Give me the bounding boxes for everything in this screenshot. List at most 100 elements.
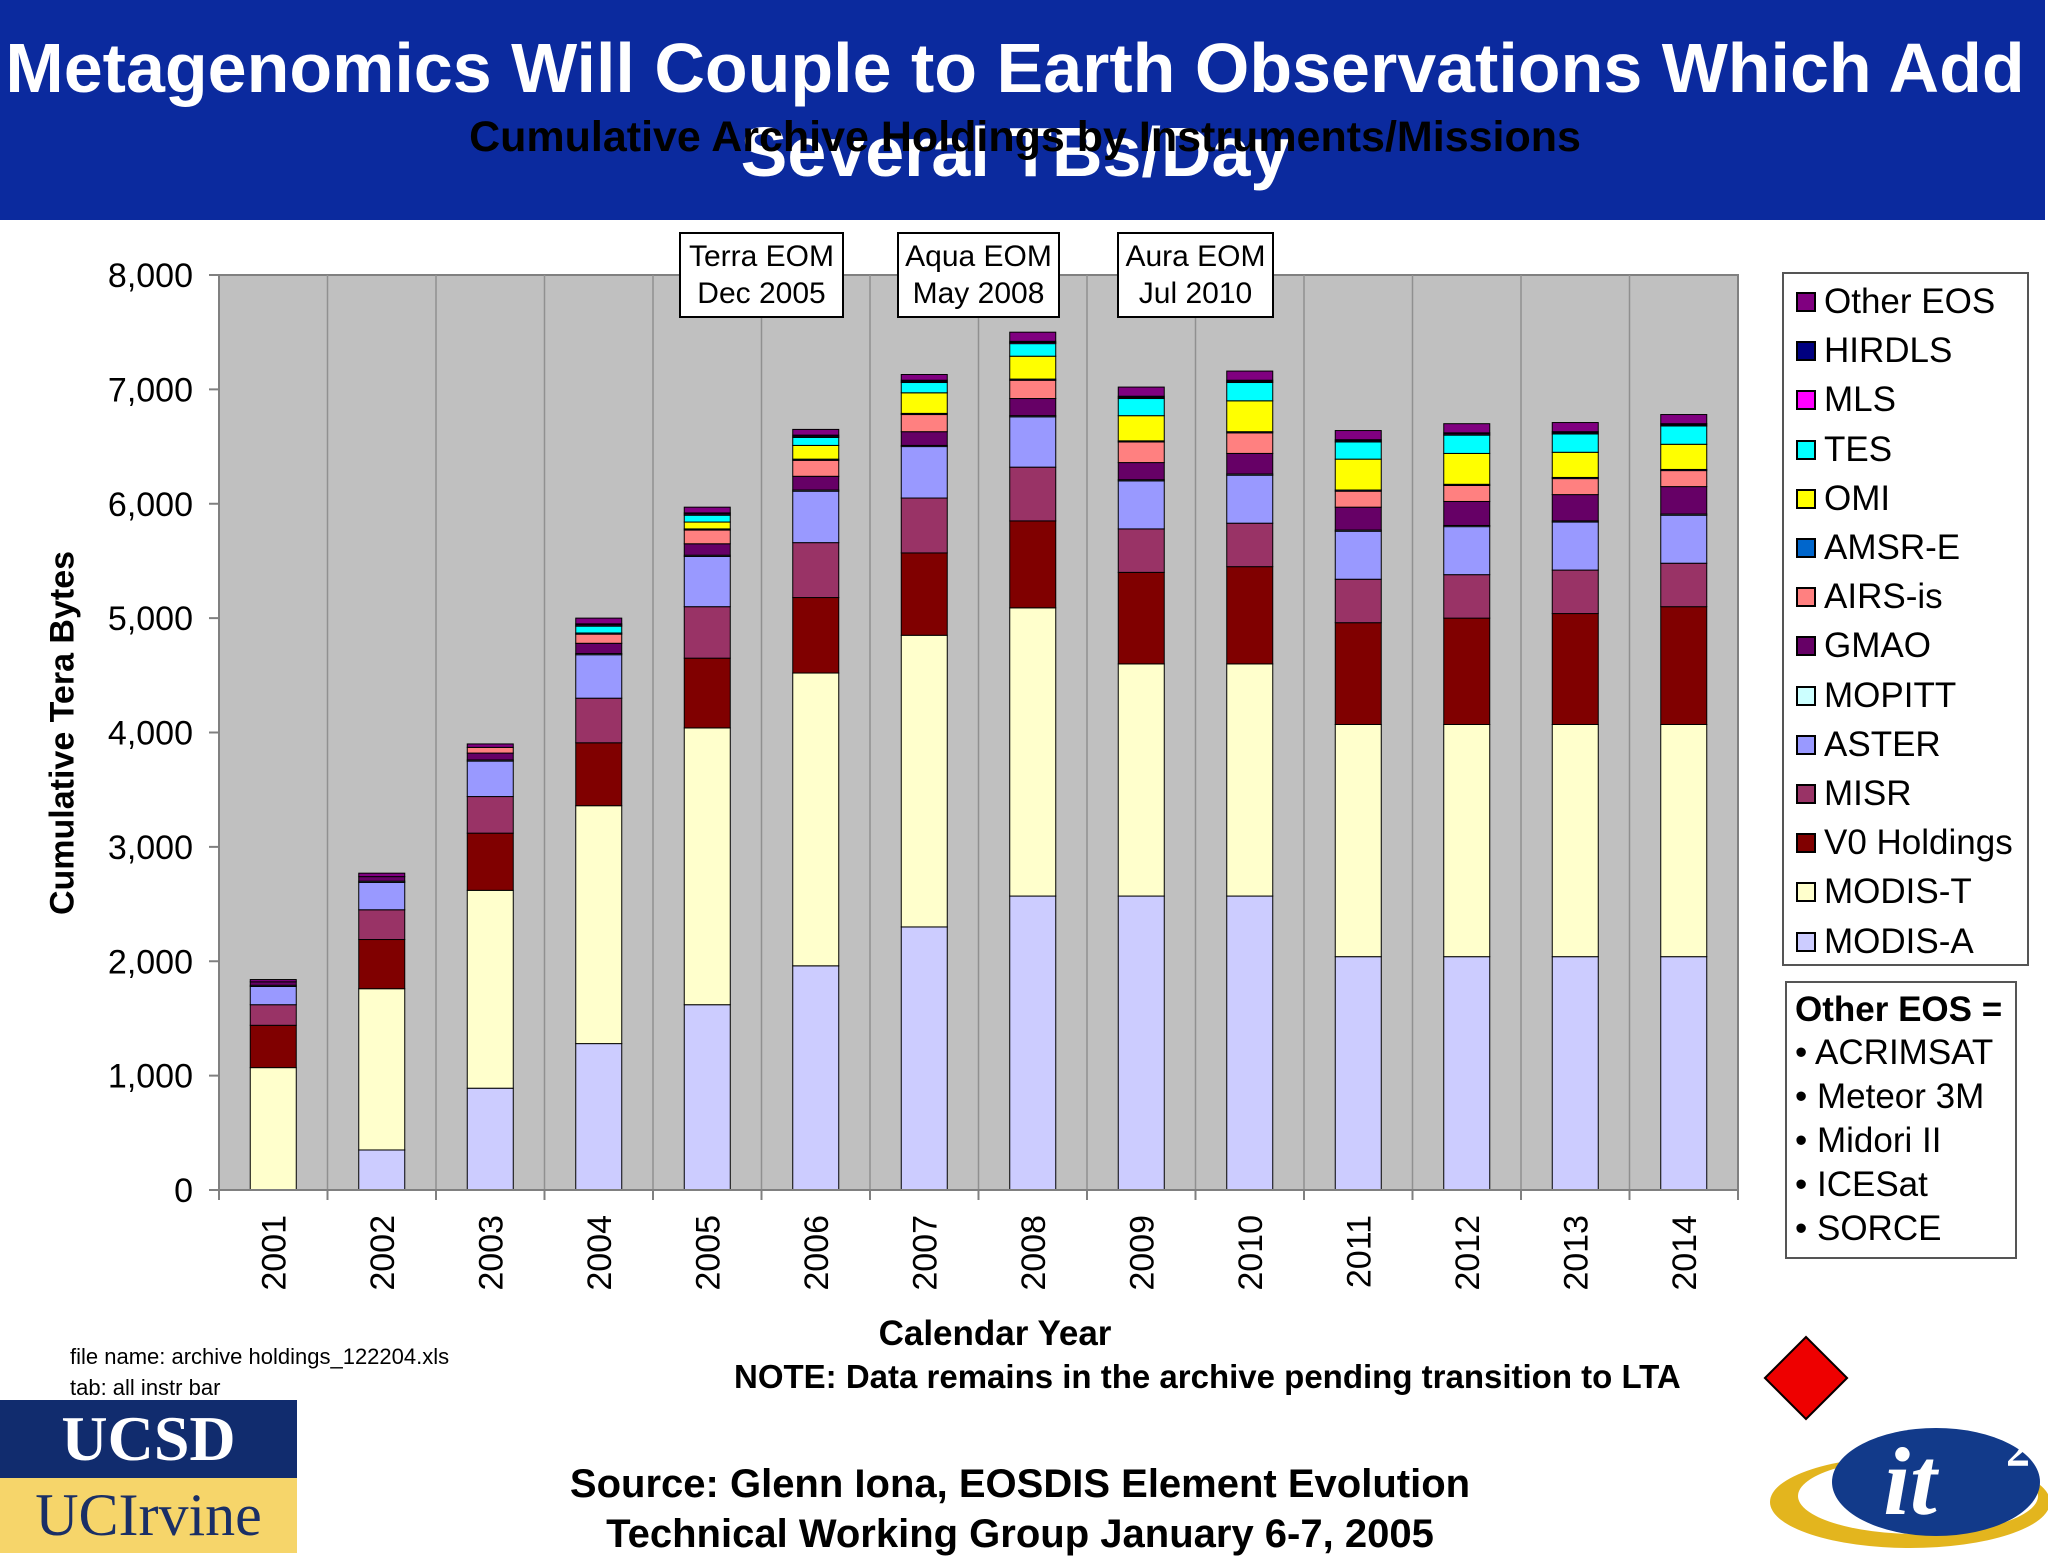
bar-segment — [249, 1024, 297, 1069]
legend-item: MISR — [1796, 774, 1912, 814]
bar-segment — [792, 459, 840, 477]
bar-segment — [1117, 462, 1165, 481]
bar-segment — [900, 634, 948, 928]
legend-swatch — [1796, 685, 1816, 706]
y-axis-label: Cumulative Tera Bytes — [43, 550, 82, 916]
y-tick-label: 5,000 — [108, 600, 193, 638]
source-line2: Technical Working Group January 6-7, 200… — [606, 1512, 1434, 1556]
legend-label: GMAO — [1824, 626, 1931, 666]
y-tick-label: 2,000 — [108, 943, 193, 981]
bar-segment — [358, 876, 406, 882]
grid-lines — [326, 275, 1631, 1190]
bar-segment — [1660, 414, 1708, 425]
bar-segment — [1443, 617, 1491, 725]
bar-segment — [683, 1004, 731, 1191]
bar-segment — [1660, 606, 1708, 725]
legend-swatch — [1796, 734, 1816, 755]
annotation-aqua-eom: Aqua EOM May 2008 — [897, 232, 1060, 318]
x-tick-label: 2005 — [689, 1215, 727, 1291]
x-tick-label: 2010 — [1232, 1215, 1270, 1291]
bar-segment — [1226, 566, 1274, 665]
bar-segment — [1009, 355, 1057, 380]
bar-segment — [466, 796, 514, 834]
chart-title: Cumulative Archive Holdings by Instrumen… — [469, 113, 1581, 161]
bar-segment — [1334, 458, 1382, 491]
bar-segment — [1660, 486, 1708, 515]
y-tick-label: 1,000 — [108, 1058, 193, 1096]
bar-segment — [1551, 521, 1599, 571]
bar-segment — [683, 606, 731, 659]
x-axis-label: Calendar Year — [878, 1314, 1112, 1353]
bar-segment — [792, 436, 840, 446]
bar-segment — [1551, 451, 1599, 478]
annotation-line2: Jul 2010 — [1138, 277, 1253, 310]
bar-segment — [1117, 386, 1165, 397]
bar-segment — [358, 872, 406, 878]
source-citation: Source: Glenn Iona, EOSDIS Element Evolu… — [500, 1459, 1540, 1559]
x-tick-label: 2002 — [364, 1215, 402, 1291]
legend-item: MODIS-T — [1796, 872, 1972, 912]
legend-swatch — [1796, 931, 1816, 952]
bar-segment — [1660, 562, 1708, 608]
bar-segment — [1660, 514, 1708, 564]
bar-segment — [1226, 432, 1274, 454]
bar-segment — [1009, 331, 1057, 342]
bar-segment — [1226, 522, 1274, 568]
legend-swatch — [1796, 784, 1816, 804]
bar-segment — [683, 514, 731, 523]
bar-segment — [575, 625, 623, 634]
bar-segment — [792, 428, 840, 436]
bar-segment — [1443, 500, 1491, 526]
legend-label: AIRS-is — [1824, 577, 1943, 617]
legend-item: GMAO — [1796, 626, 1931, 666]
legend: Other EOS HIRDLS MLS TES OMI AMSR-E AIRS-is GMA… — [1782, 272, 2029, 966]
bar-segment — [1551, 723, 1599, 958]
bar-segment — [1334, 530, 1382, 580]
legend-item: MOPITT — [1796, 676, 1956, 716]
bar-segment — [1117, 415, 1165, 442]
annotation-line2: Dec 2005 — [697, 277, 826, 310]
annotation-line1: Terra EOM — [688, 240, 835, 273]
bar-segment — [358, 909, 406, 941]
y-tick-label: 8,000 — [108, 257, 193, 295]
bar-segment — [900, 374, 948, 381]
bar-segment — [900, 446, 948, 499]
other-eos-item: • SORCE — [1795, 1209, 1942, 1248]
bar-segment — [900, 552, 948, 636]
bar-segment — [1443, 723, 1491, 958]
bar-segment — [1226, 370, 1274, 381]
bar-segment — [1009, 343, 1057, 357]
bar-segment — [1551, 956, 1599, 1191]
bar-segment — [1660, 425, 1708, 445]
bar-segment — [683, 521, 731, 530]
bar-segment — [1117, 895, 1165, 1191]
bar-segment — [575, 742, 623, 807]
legend-swatch — [1796, 538, 1816, 558]
legend-label: Other EOS — [1824, 282, 1996, 321]
bar-segment — [358, 1149, 406, 1191]
bar-segment — [1443, 452, 1491, 485]
bar-segment — [683, 727, 731, 1006]
lta-diamond-icon — [1763, 1335, 1849, 1421]
bar-segment — [683, 506, 731, 514]
bar-segment — [1226, 895, 1274, 1191]
legend-label: AMSR-E — [1824, 528, 1961, 567]
bar-segment — [575, 654, 623, 699]
legend-label: MODIS-A — [1824, 921, 1974, 961]
legend-swatch — [1796, 341, 1816, 362]
legend-label: MOPITT — [1824, 675, 1957, 715]
other-eos-item: • Meteor 3M — [1795, 1077, 1985, 1116]
legend-item: V0 Holdings — [1796, 823, 2013, 863]
bar-segment — [466, 1087, 514, 1191]
x-tick-label: 2013 — [1557, 1215, 1595, 1291]
bar-segment — [1334, 506, 1382, 531]
slide-title: Metagenomics Will Couple to Earth Observ… — [5, 29, 2025, 191]
it2-logo-text: it — [1883, 1428, 1940, 1535]
bar-segment — [1226, 663, 1274, 897]
x-tick-label: 2003 — [472, 1215, 510, 1291]
bar-segment — [900, 392, 948, 414]
bar-segment — [683, 555, 731, 608]
bar-segment — [466, 760, 514, 798]
legend-swatch — [1796, 833, 1816, 854]
chart: 0 1,000 2,000 3,000 4,000 5,000 6,000 7,000 8,00… — [108, 257, 1739, 1291]
